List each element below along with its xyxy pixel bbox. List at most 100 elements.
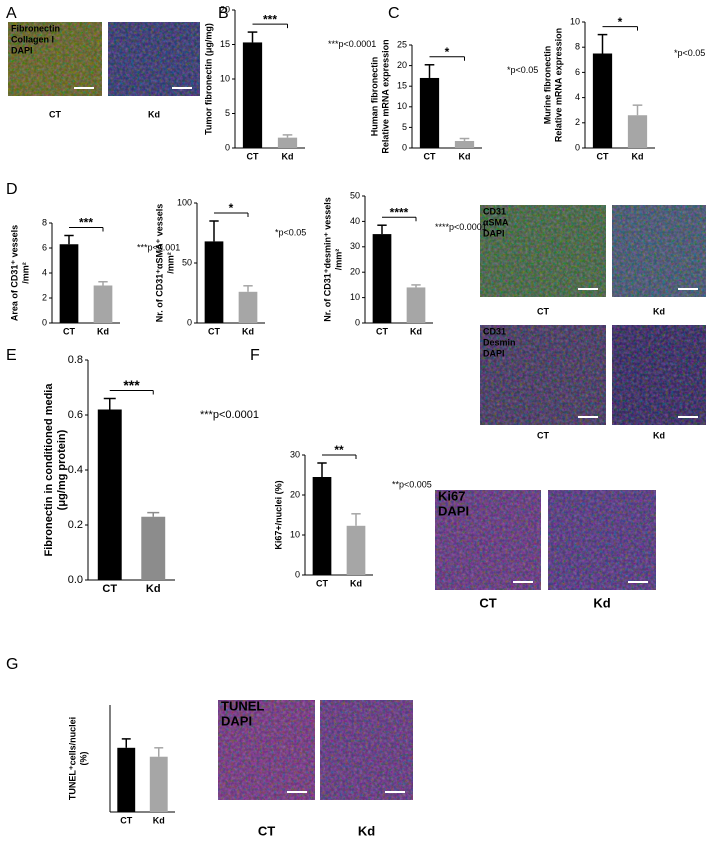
bar <box>204 241 224 323</box>
panel-letter: G <box>6 656 18 673</box>
panel-letter: B <box>218 5 229 22</box>
p-value: ****p<0.0001 <box>435 222 487 232</box>
bar <box>419 77 440 148</box>
x-tick-label: CT <box>376 326 388 336</box>
y-tick-label: 30 <box>290 449 300 459</box>
x-tick-label: Kd <box>97 326 109 336</box>
panel-letter: F <box>250 347 260 364</box>
significance: * <box>618 15 623 29</box>
x-tick-label: Kd <box>410 326 422 336</box>
p-value: **p<0.005 <box>392 479 432 489</box>
significance: **** <box>390 205 409 219</box>
stain-label: TUNEL <box>221 698 264 713</box>
significance: *** <box>123 377 140 393</box>
y-tick-label: 0 <box>575 142 580 152</box>
y-tick-label: 6 <box>42 242 47 252</box>
significance: * <box>445 45 450 59</box>
bar <box>238 291 258 323</box>
significance: *** <box>79 216 93 230</box>
y-axis-label: Relative mRNA expression <box>553 28 563 142</box>
stain-label: CD31 <box>483 326 506 336</box>
y-tick-label: 2 <box>575 117 580 127</box>
x-tick-label: CT <box>208 326 220 336</box>
bar <box>149 756 168 812</box>
x-tick-label: Kd <box>350 578 362 588</box>
p-value: ***p<0.0001 <box>200 409 259 421</box>
y-tick-label: 0.0 <box>68 574 83 586</box>
p-value: *p<0.05 <box>275 227 306 237</box>
x-tick-label: Kd <box>146 583 161 595</box>
y-tick-label: 5 <box>225 108 230 118</box>
y-tick-label: 0 <box>355 317 360 327</box>
y-axis-label: /mm² <box>20 262 30 284</box>
y-tick-label: 0.4 <box>68 464 83 476</box>
micrograph-texture <box>108 22 200 96</box>
y-tick-label: 20 <box>290 489 300 499</box>
x-tick-label: CT <box>102 583 117 595</box>
stain-label: Collagen I <box>11 34 54 44</box>
bar <box>117 747 136 812</box>
y-tick-label: 10 <box>220 73 230 83</box>
y-tick-label: 8 <box>575 42 580 52</box>
significance: * <box>229 201 234 215</box>
y-tick-label: 10 <box>290 529 300 539</box>
bar <box>372 234 392 323</box>
micrograph-texture <box>218 700 315 800</box>
y-tick-label: 50 <box>182 257 192 267</box>
bar <box>59 244 79 323</box>
y-tick-label: 30 <box>350 241 360 251</box>
group-label: Kd <box>653 430 665 440</box>
x-tick-label: Kd <box>282 151 294 161</box>
y-axis-label: Nr. of CD31⁺αSMA⁺ vessels <box>154 204 164 323</box>
p-value: *p<0.05 <box>674 48 705 58</box>
y-tick-label: 0 <box>42 317 47 327</box>
stain-label: αSMA <box>483 217 509 227</box>
y-axis-label: (μg/mg protein) <box>56 429 68 510</box>
y-tick-label: 20 <box>220 4 230 14</box>
group-label: CT <box>479 595 496 610</box>
bar <box>141 516 166 580</box>
bar <box>627 115 648 148</box>
y-axis-label: Area of CD31⁺ vessels <box>9 225 19 321</box>
y-tick-label: 100 <box>177 197 192 207</box>
stain-label: DAPI <box>483 348 505 358</box>
y-tick-label: 10 <box>350 292 360 302</box>
y-tick-label: 8 <box>42 217 47 227</box>
x-tick-label: CT <box>316 578 328 588</box>
y-tick-label: 6 <box>575 67 580 77</box>
group-label: CT <box>537 306 549 316</box>
x-tick-label: CT <box>120 815 132 825</box>
y-tick-label: 10 <box>397 101 407 111</box>
x-tick-label: Kd <box>632 151 644 161</box>
x-tick-label: Kd <box>459 151 471 161</box>
panel-letter: C <box>388 5 400 22</box>
y-axis-label: /mm² <box>165 252 175 274</box>
x-tick-label: CT <box>424 151 436 161</box>
y-tick-label: 50 <box>350 190 360 200</box>
y-axis-label: Relative mRNA expression <box>380 39 390 153</box>
p-value: ***p<0.001 <box>137 242 180 252</box>
bar <box>406 287 426 323</box>
y-axis-label: /mm² <box>333 249 343 271</box>
micrograph-texture <box>480 205 606 297</box>
group-label: Kd <box>653 306 665 316</box>
panel-letter: D <box>6 181 18 198</box>
micrograph-texture <box>480 325 606 425</box>
micrograph-texture <box>435 490 541 590</box>
y-tick-label: 0.8 <box>68 354 83 366</box>
x-tick-label: CT <box>597 151 609 161</box>
bar <box>312 477 332 575</box>
x-tick-label: Kd <box>242 326 254 336</box>
p-value: ***p<0.0001 <box>328 39 376 49</box>
group-label: Kd <box>358 823 375 838</box>
bar <box>242 42 263 148</box>
y-axis-label: (%) <box>78 752 88 766</box>
y-tick-label: 2 <box>42 292 47 302</box>
significance: ** <box>334 443 344 457</box>
y-tick-label: 4 <box>42 267 47 277</box>
bar <box>97 409 122 580</box>
stain-label: DAPI <box>11 45 33 55</box>
y-tick-label: 0 <box>225 142 230 152</box>
y-tick-label: 0.6 <box>68 409 83 421</box>
